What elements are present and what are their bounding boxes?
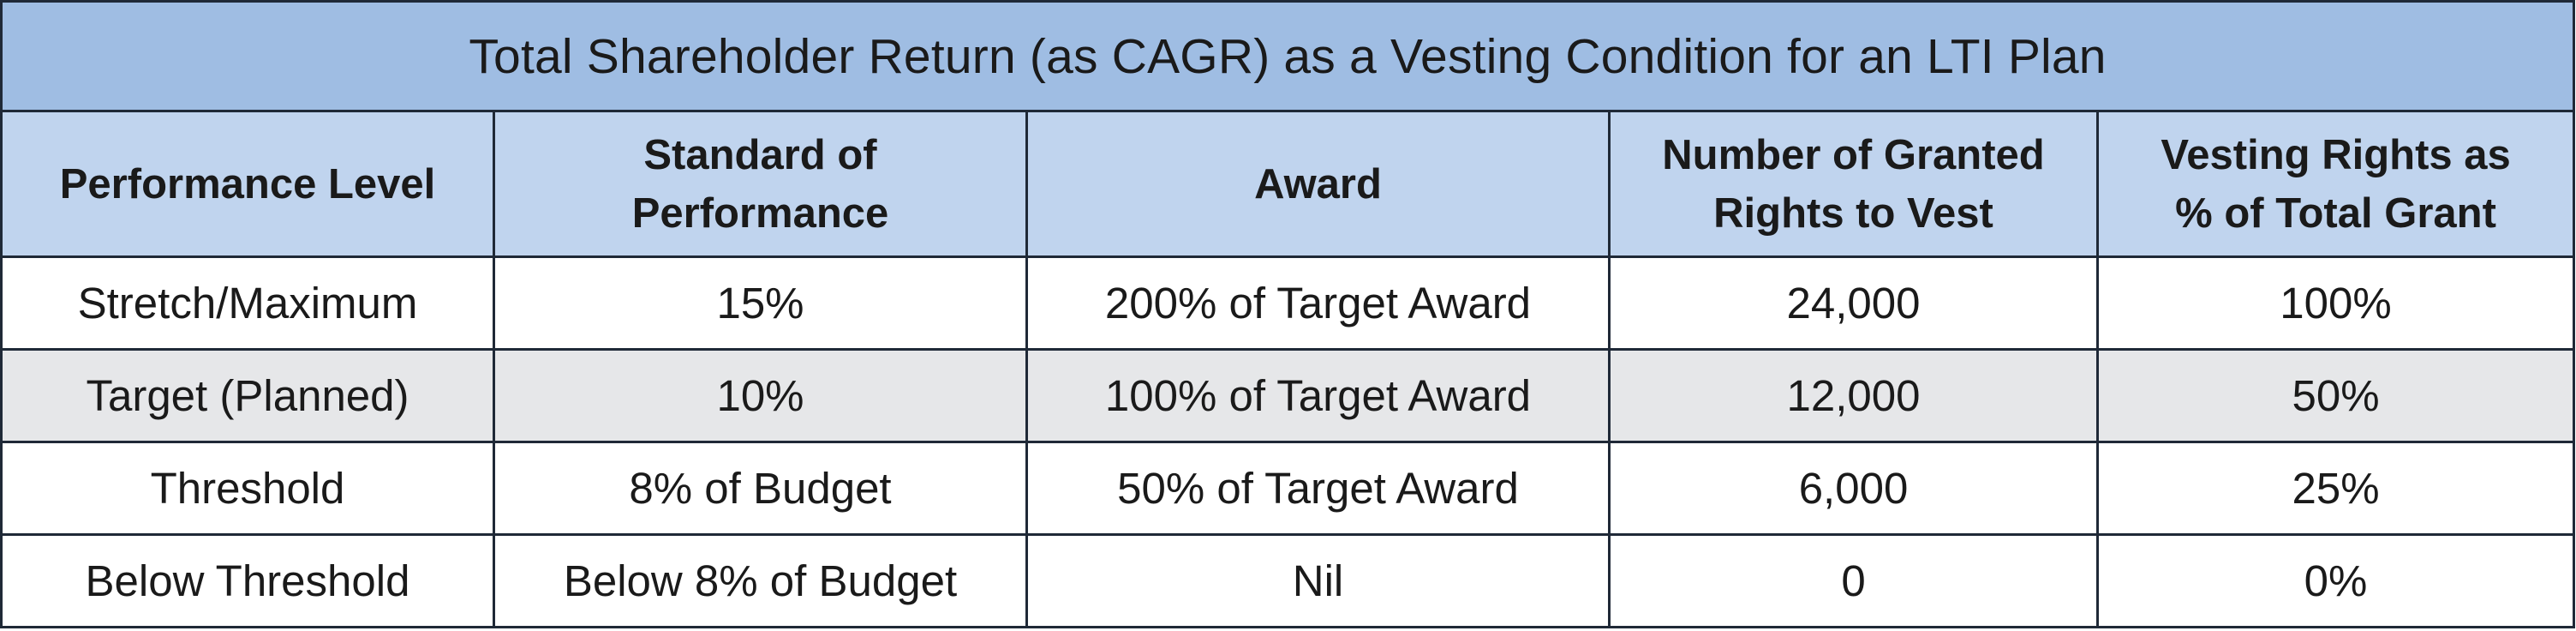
cell-standard: 8% of Budget (493, 441, 1028, 536)
header-line: Performance Level (59, 160, 436, 207)
title-row: Total Shareholder Return (as CAGR) as a … (0, 0, 2576, 112)
cell-award: Nil (1025, 533, 1611, 628)
cell-vesting-percent: 25% (2095, 441, 2576, 536)
header-standard-of-performance: Standard of Performance (493, 110, 1028, 258)
cell-standard: 10% (493, 348, 1028, 443)
header-performance-level: Performance Level (0, 110, 495, 258)
header-line: Performance (631, 189, 889, 237)
cell-award: 200% of Target Award (1025, 255, 1611, 351)
header-line: Standard of (643, 131, 877, 178)
cell-award: 50% of Target Award (1025, 441, 1611, 536)
header-row: Performance Level Standard of Performanc… (0, 110, 2576, 258)
cell-performance-level: Below Threshold (0, 533, 495, 628)
cell-granted-rights: 12,000 (1608, 348, 2099, 443)
header-vesting-percent: Vesting Rights as % of Total Grant (2095, 110, 2576, 258)
header-award: Award (1025, 110, 1611, 258)
cell-granted-rights: 6,000 (1608, 441, 2099, 536)
header-line: Rights to Vest (1713, 189, 1993, 237)
header-granted-rights: Number of Granted Rights to Vest (1608, 110, 2099, 258)
cell-performance-level: Target (Planned) (0, 348, 495, 443)
cell-standard: Below 8% of Budget (493, 533, 1028, 628)
header-line: Vesting Rights as (2161, 131, 2511, 178)
cell-standard: 15% (493, 255, 1028, 351)
cell-vesting-percent: 100% (2095, 255, 2576, 351)
table-row: Target (Planned) 10% 100% of Target Awar… (0, 348, 2576, 443)
table-row: Stretch/Maximum 15% 200% of Target Award… (0, 255, 2576, 351)
cell-award: 100% of Target Award (1025, 348, 1611, 443)
cell-performance-level: Threshold (0, 441, 495, 536)
table-title: Total Shareholder Return (as CAGR) as a … (0, 0, 2576, 112)
cell-granted-rights: 0 (1608, 533, 2099, 628)
cell-vesting-percent: 50% (2095, 348, 2576, 443)
table-row: Below Threshold Below 8% of Budget Nil 0… (0, 533, 2576, 628)
cell-performance-level: Stretch/Maximum (0, 255, 495, 351)
cell-granted-rights: 24,000 (1608, 255, 2099, 351)
header-line: % of Total Grant (2175, 189, 2496, 237)
header-line: Award (1254, 160, 1382, 207)
header-line: Number of Granted (1662, 131, 2045, 178)
table-row: Threshold 8% of Budget 50% of Target Awa… (0, 441, 2576, 536)
cell-vesting-percent: 0% (2095, 533, 2576, 628)
